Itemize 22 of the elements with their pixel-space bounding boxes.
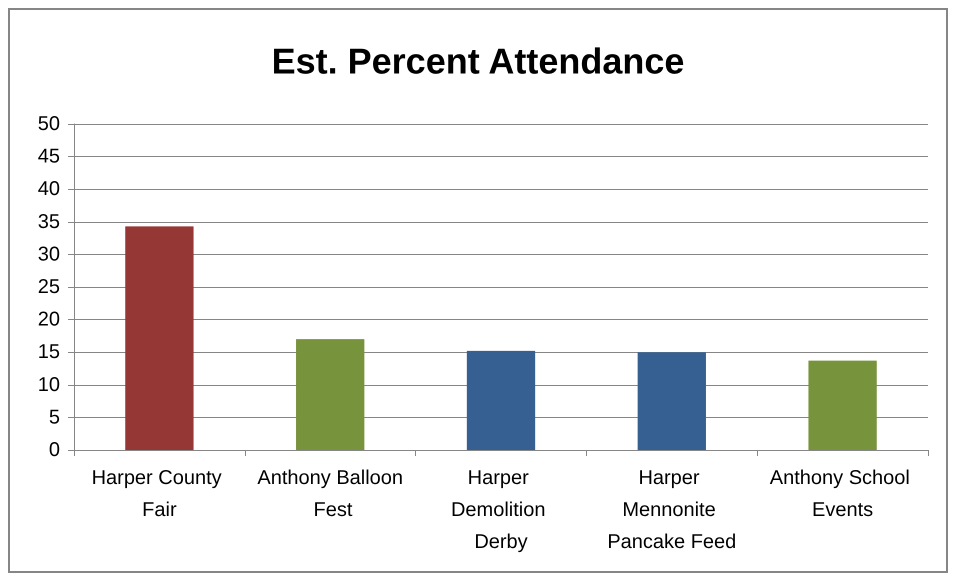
bar (466, 350, 536, 450)
bar (296, 339, 364, 450)
y-tick-label: 25 (38, 276, 60, 298)
y-tick-label: 10 (38, 374, 60, 396)
y-tick-label: 35 (38, 210, 60, 233)
y-tick-label: 50 (38, 113, 60, 135)
bar (638, 352, 706, 450)
y-tick-label: 5 (48, 406, 60, 428)
bar (125, 226, 194, 450)
y-tick-label: 40 (38, 178, 60, 200)
y-tick-label: 0 (48, 439, 60, 461)
x-tick-label: Harper Demolition Derby (450, 467, 552, 553)
x-tick-label: Anthony Balloon Fest (257, 467, 404, 521)
y-tick-label: 45 (38, 146, 60, 168)
bar (808, 360, 877, 450)
x-tick-label: Harper County Fair (92, 467, 228, 521)
x-tick-label: Harper Mennonite Pancake Feed (607, 467, 736, 553)
y-tick-label: 15 (38, 341, 60, 364)
chart-title: Est. Percent Attendance (272, 40, 684, 82)
y-tick-label: 20 (38, 308, 60, 331)
y-tick-label: 30 (38, 243, 60, 266)
x-tick-label: Anthony School Events (770, 467, 916, 521)
